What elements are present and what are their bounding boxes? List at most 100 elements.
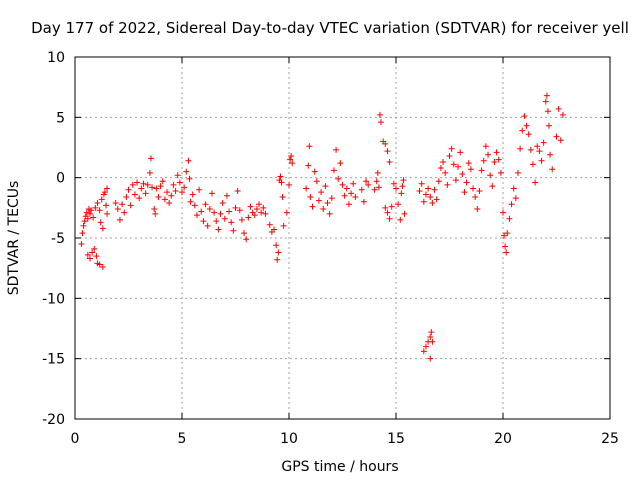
data-point: [519, 127, 526, 134]
data-point: [186, 175, 193, 182]
data-point: [278, 179, 285, 186]
data-point: [83, 209, 90, 216]
data-point: [152, 210, 159, 217]
data-point: [536, 148, 543, 155]
data-point: [330, 167, 337, 174]
data-point: [373, 178, 380, 185]
data-point: [119, 201, 126, 208]
data-point: [305, 162, 312, 169]
data-point: [322, 183, 329, 190]
data-point: [247, 203, 254, 210]
data-point: [234, 187, 241, 194]
data-point: [161, 196, 168, 203]
data-point: [395, 201, 402, 208]
data-point: [213, 218, 220, 225]
data-point: [493, 149, 500, 156]
data-point: [398, 190, 405, 197]
data-point: [448, 145, 455, 152]
data-point: [433, 196, 440, 203]
data-point: [501, 232, 508, 239]
data-point: [363, 178, 370, 185]
data-point: [328, 195, 335, 202]
data-point: [86, 255, 93, 262]
data-point: [546, 122, 553, 129]
data-point: [525, 131, 532, 138]
axis-ticks: [74, 56, 611, 420]
data-point: [478, 167, 485, 174]
data-point: [283, 209, 290, 216]
data-point: [324, 200, 331, 207]
y-tick-label: -10: [42, 291, 65, 307]
data-point: [459, 171, 466, 178]
data-point: [485, 151, 492, 158]
data-point: [452, 177, 459, 184]
data-point: [101, 189, 108, 196]
data-point: [538, 157, 545, 164]
data-point: [420, 198, 427, 205]
data-point: [151, 206, 158, 213]
data-point: [238, 216, 245, 223]
data-point: [375, 184, 382, 191]
data-point: [487, 172, 494, 179]
data-point: [84, 251, 91, 258]
data-point: [467, 166, 474, 173]
data-point: [401, 210, 408, 217]
data-point: [289, 160, 296, 167]
data-point: [89, 249, 96, 256]
data-point: [144, 181, 151, 188]
data-point: [416, 187, 423, 194]
data-point: [378, 119, 385, 126]
data-point: [435, 178, 442, 185]
data-points: [78, 92, 566, 362]
data-point: [271, 226, 278, 233]
data-point: [146, 169, 153, 176]
data-point: [306, 143, 313, 150]
data-point: [420, 348, 427, 355]
data-point: [241, 230, 248, 237]
data-point: [422, 191, 429, 198]
data-point: [266, 221, 273, 228]
data-point: [482, 143, 489, 150]
data-point: [223, 192, 230, 199]
data-point: [358, 186, 365, 193]
y-tick-label: 5: [56, 110, 65, 126]
data-point: [191, 202, 198, 209]
data-point: [236, 207, 243, 214]
data-point: [497, 169, 504, 176]
data-point: [279, 193, 286, 200]
y-tick-label: -15: [42, 352, 65, 368]
data-point: [326, 210, 333, 217]
data-point: [350, 180, 357, 187]
data-point: [136, 195, 143, 202]
data-point: [491, 158, 498, 165]
data-point: [183, 168, 190, 175]
y-tick-label: -20: [42, 412, 65, 428]
data-point: [79, 230, 86, 237]
data-point: [480, 157, 487, 164]
data-point: [228, 219, 235, 226]
data-point: [185, 157, 192, 164]
y-tick-label: 0: [56, 171, 65, 187]
data-point: [168, 192, 175, 199]
data-point: [527, 146, 534, 153]
data-point: [96, 261, 103, 268]
data-point: [470, 185, 477, 192]
y-axis-label: SDTVAR / TECUs: [6, 181, 22, 296]
data-point: [517, 145, 524, 152]
data-point: [521, 113, 528, 120]
data-point: [262, 210, 269, 217]
data-point: [390, 180, 397, 187]
data-point: [251, 212, 258, 219]
data-point: [147, 155, 154, 162]
data-point: [384, 148, 391, 155]
data-point: [382, 140, 389, 147]
data-point: [280, 222, 287, 229]
data-point: [86, 210, 93, 217]
data-point: [104, 210, 111, 217]
data-point: [386, 158, 393, 165]
data-point: [138, 185, 145, 192]
data-point: [155, 193, 162, 200]
data-point: [181, 184, 188, 191]
x-tick-label: 25: [601, 431, 619, 447]
data-point: [503, 249, 510, 256]
